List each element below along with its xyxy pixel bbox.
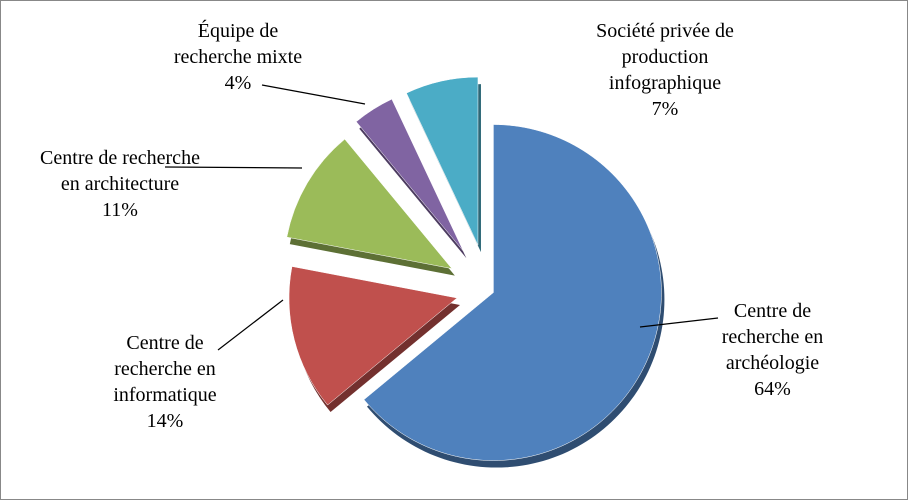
value-label: 14% xyxy=(146,410,184,432)
leader-line xyxy=(261,84,366,105)
value-label: 4% xyxy=(224,72,252,94)
category-label: Centre de recherche en archéologie xyxy=(721,300,824,374)
slice xyxy=(286,138,453,269)
leader-line xyxy=(217,299,284,351)
category-label: Équipe de recherche mixte xyxy=(173,20,303,68)
value-label: 64% xyxy=(754,378,791,400)
slice-label: Société privée de production infographiq… xyxy=(570,18,760,122)
category-label: Centre de recherche en informatique xyxy=(113,332,217,406)
category-label: Centre de recherche en architecture xyxy=(40,147,200,195)
slice xyxy=(406,76,479,246)
category-label: Société privée de production infographiq… xyxy=(596,20,734,94)
slice-label: Centre de recherche en informatique 14% xyxy=(90,330,240,434)
slice-label: Centre de recherche en archéologie 64% xyxy=(700,298,845,402)
slice-label: Centre de recherche en architecture 11% xyxy=(40,145,200,223)
leader-line xyxy=(639,317,719,328)
value-label: 7% xyxy=(651,98,679,120)
leader-line xyxy=(164,166,303,169)
slice xyxy=(288,266,458,406)
slice-label: Équipe de recherche mixte 4% xyxy=(158,18,318,96)
value-label: 11% xyxy=(102,199,138,221)
slice xyxy=(355,98,464,252)
slice xyxy=(363,124,662,461)
